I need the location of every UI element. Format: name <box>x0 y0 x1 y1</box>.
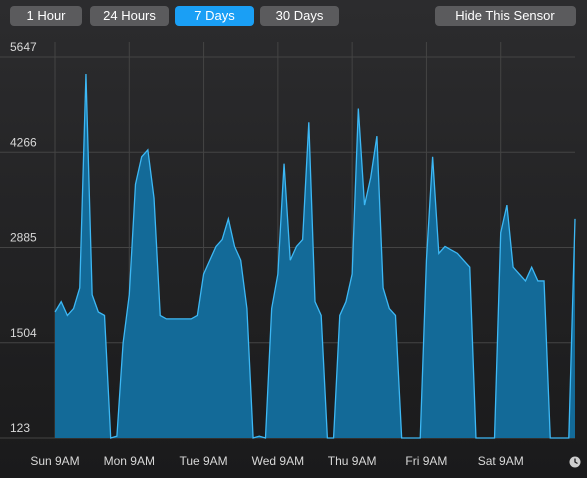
button-label: 7 Days <box>194 8 235 23</box>
y-tick-label: 123 <box>10 421 30 435</box>
y-tick-label: 2885 <box>10 231 37 245</box>
x-tick-label: Wed 9AM <box>252 454 304 468</box>
y-tick-label: 4266 <box>10 135 37 149</box>
area <box>55 74 575 439</box>
button-background <box>90 6 169 26</box>
clock-icon <box>569 456 581 468</box>
x-tick-label: Sat 9AM <box>478 454 524 468</box>
x-tick-label: Mon 9AM <box>104 454 155 468</box>
y-tick-label: 1504 <box>10 326 37 340</box>
button-label: 1 Hour <box>26 8 66 23</box>
button-background <box>10 6 82 26</box>
range-button[interactable]: 30 Days <box>260 6 339 26</box>
line <box>54 74 576 439</box>
hide-button[interactable]: Hide This Sensor <box>435 6 576 26</box>
x-tick-label: Sun 9AM <box>30 454 79 468</box>
y-tick-label: 5647 <box>10 40 37 54</box>
range-button[interactable]: 7 Days <box>175 6 254 26</box>
button-background <box>260 6 339 26</box>
x-tick-label: Fri 9AM <box>405 454 447 468</box>
button-label: 30 Days <box>276 8 324 23</box>
button-label: 24 Hours <box>103 8 156 23</box>
x-tick-label: Thu 9AM <box>328 454 377 468</box>
range-button[interactable]: 1 Hour <box>10 6 82 26</box>
range-button[interactable]: 24 Hours <box>90 6 169 26</box>
button-background <box>175 6 254 26</box>
x-tick-label: Tue 9AM <box>179 454 227 468</box>
hide-button-label: Hide This Sensor <box>455 8 555 23</box>
